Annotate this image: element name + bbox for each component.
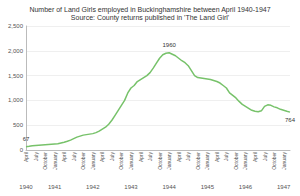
svg-text:April: April — [138, 152, 144, 162]
svg-text:1,500: 1,500 — [8, 73, 24, 79]
svg-text:January: January — [281, 152, 287, 170]
svg-text:1960: 1960 — [162, 42, 176, 48]
svg-text:July: July — [147, 152, 153, 161]
svg-text:0: 0 — [19, 147, 23, 153]
svg-text:October: October — [233, 152, 239, 170]
svg-text:January: January — [242, 152, 248, 170]
svg-text:October: October — [42, 152, 48, 170]
svg-text:January: January — [166, 152, 172, 170]
svg-text:1946: 1946 — [239, 184, 253, 190]
svg-text:July: July — [109, 152, 115, 161]
svg-text:1942: 1942 — [86, 184, 100, 190]
svg-text:July: July — [33, 152, 39, 161]
svg-text:Source: County returns publish: Source: County returns published in 'The… — [71, 14, 229, 22]
svg-text:July: July — [185, 152, 191, 161]
svg-text:October: October — [157, 152, 163, 170]
svg-text:2,000: 2,000 — [8, 48, 24, 54]
svg-text:April: April — [252, 152, 258, 162]
svg-text:500: 500 — [13, 122, 24, 128]
svg-text:April: April — [23, 152, 29, 162]
svg-text:1,000: 1,000 — [8, 97, 24, 103]
svg-text:1947: 1947 — [277, 184, 291, 190]
svg-text:July: July — [71, 152, 77, 161]
svg-text:July: July — [262, 152, 268, 161]
svg-text:October: October — [271, 152, 277, 170]
svg-text:2,500: 2,500 — [8, 23, 24, 29]
svg-text:April: April — [214, 152, 220, 162]
svg-text:October: October — [195, 152, 201, 170]
svg-text:1940: 1940 — [19, 184, 33, 190]
svg-text:January: January — [90, 152, 96, 170]
svg-text:July: July — [223, 152, 229, 161]
svg-text:October: October — [118, 152, 124, 170]
svg-text:January: January — [128, 152, 134, 170]
svg-text:1945: 1945 — [201, 184, 215, 190]
svg-text:January: January — [52, 152, 58, 170]
svg-text:April: April — [61, 152, 67, 162]
svg-text:April: April — [176, 152, 182, 162]
svg-text:1944: 1944 — [162, 184, 176, 190]
svg-text:Number of Land Girls employed: Number of Land Girls employed in Bucking… — [29, 6, 270, 14]
svg-text:January: January — [204, 152, 210, 170]
svg-text:67: 67 — [23, 136, 30, 142]
svg-text:764: 764 — [285, 117, 296, 123]
svg-text:1941: 1941 — [48, 184, 62, 190]
svg-text:April: April — [99, 152, 105, 162]
svg-text:1943: 1943 — [124, 184, 138, 190]
svg-text:October: October — [80, 152, 86, 170]
